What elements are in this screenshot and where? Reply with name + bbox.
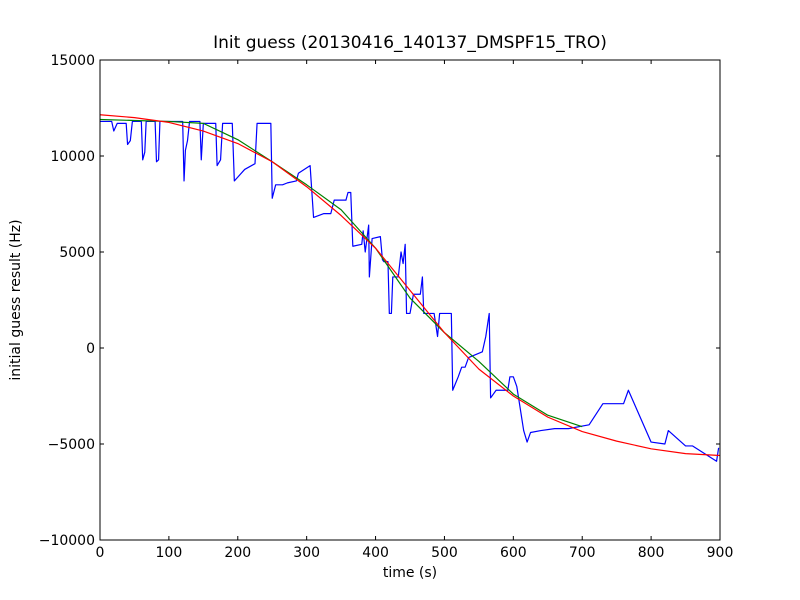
x-tick-label: 800 [638,545,665,561]
x-tick-label: 500 [431,545,458,561]
y-tick-label: 5000 [59,245,95,261]
x-tick-label: 0 [96,545,105,561]
series-line-3 [99,114,721,457]
y-tick-label: 0 [86,341,95,357]
y-tick-label: 15000 [50,53,95,69]
x-tick-label: 100 [156,545,183,561]
x-tick-label: 900 [707,545,734,561]
x-tick-label: 400 [362,545,389,561]
series-line-1 [100,120,720,462]
series-layer [99,114,721,462]
y-tick-label: −5000 [48,437,95,453]
x-axis-ticks: 0 100 200 300 400 500 600 700 800 900 [96,60,734,561]
y-axis-ticks: −10000 −5000 0 5000 10000 15000 [39,53,720,549]
x-tick-label: 700 [569,545,596,561]
plot-frame [99,59,721,541]
x-axis-label: time (s) [383,565,437,581]
x-tick-label: 600 [500,545,527,561]
series-line-2 [99,118,583,428]
y-tick-label: −10000 [39,533,95,549]
x-tick-label: 200 [224,545,251,561]
y-tick-label: 10000 [50,149,95,165]
chart-title: Init guess (20130416_140137_DMSPF15_TRO) [213,33,607,53]
y-axis-label: initial guess result (Hz) [8,219,24,380]
x-tick-label: 300 [293,545,320,561]
